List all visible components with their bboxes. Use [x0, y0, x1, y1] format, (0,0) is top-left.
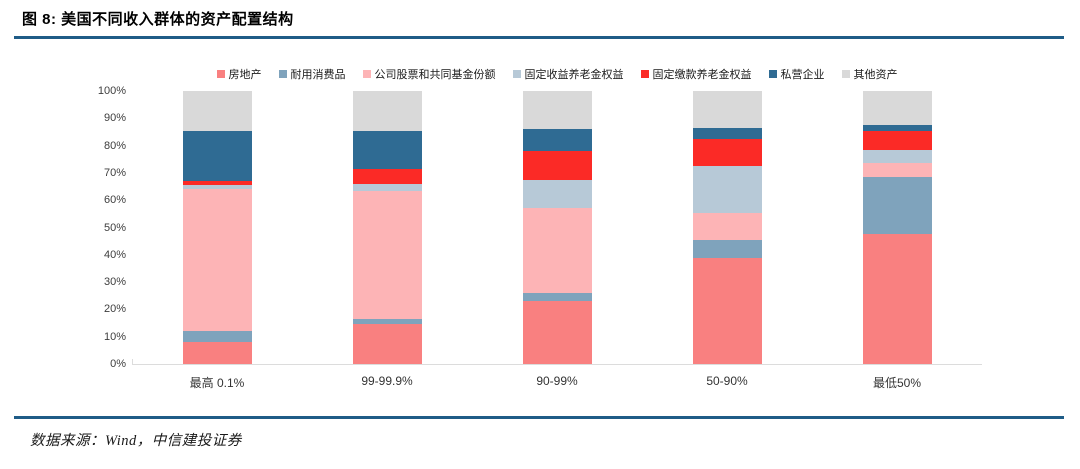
- stacked-bar: [692, 91, 762, 364]
- bar-segment: [352, 91, 422, 131]
- y-tick-label: 0%: [110, 358, 126, 370]
- legend-label: 耐用消费品: [290, 69, 346, 81]
- bar-segment: [182, 331, 252, 343]
- legend-label: 公司股票和共同基金份额: [374, 69, 496, 81]
- bar-segment: [692, 91, 762, 128]
- bar-segment: [692, 166, 762, 213]
- x-axis-line: [132, 364, 982, 365]
- bar-segment: [862, 91, 932, 126]
- stacked-bar-chart: 房地产 耐用消费品 公司股票和共同基金份额 固定收益养老金权益 固定缴款养老金权益 私营企…: [0, 46, 1080, 408]
- bar-segment: [692, 239, 762, 258]
- bar-segment: [522, 293, 592, 302]
- legend-swatch-icon: [640, 70, 649, 78]
- figure-title: 图 8: 美国不同收入群体的资产配置结构: [22, 11, 294, 28]
- bar-segment: [522, 91, 592, 130]
- bar-segment: [692, 257, 762, 364]
- y-tick-label: 20%: [103, 303, 126, 316]
- bar-segment: [522, 179, 592, 209]
- bar-segment: [692, 127, 762, 139]
- y-tick-label: 90%: [103, 112, 126, 125]
- bar-segment: [862, 234, 932, 364]
- legend-swatch-icon: [768, 70, 777, 78]
- bar-segment: [522, 129, 592, 152]
- bar-segment: [352, 130, 422, 169]
- bar-segment: [182, 91, 252, 131]
- stacked-bar: [522, 91, 592, 364]
- y-tick-label: 10%: [103, 330, 126, 343]
- bar-segment: [692, 212, 762, 240]
- legend-item: 私营企业: [768, 66, 825, 82]
- legend-item: 固定收益养老金权益: [512, 66, 624, 82]
- legend-label: 固定收益养老金权益: [524, 69, 624, 81]
- y-tick-label: 40%: [103, 248, 126, 261]
- bar-segment: [522, 208, 592, 294]
- bar-segment: [182, 185, 252, 190]
- x-category-label: 50-90%: [706, 374, 748, 388]
- plot-area: [132, 91, 982, 364]
- legend-swatch-icon: [841, 70, 850, 78]
- bar-segment: [522, 151, 592, 180]
- x-category-label: 最高 0.1%: [189, 376, 245, 390]
- y-axis-stub: [132, 359, 133, 365]
- stacked-bar: [182, 91, 252, 364]
- bar-segment: [182, 342, 252, 364]
- x-category-label: 90-99%: [536, 374, 578, 388]
- footer-divider-line: [14, 416, 1064, 419]
- bar-segment: [352, 318, 422, 325]
- stacked-bar: [352, 91, 422, 364]
- bar-segment: [352, 183, 422, 191]
- bar-segment: [182, 189, 252, 332]
- bar-segment: [862, 125, 932, 131]
- bar-segment: [862, 130, 932, 150]
- bar-segment: [352, 324, 422, 364]
- legend-swatch-icon: [512, 70, 521, 78]
- legend-swatch-icon: [362, 70, 371, 78]
- legend-label: 固定缴款养老金权益: [652, 69, 752, 81]
- x-category-label: 99-99.9%: [361, 374, 413, 388]
- y-tick-label: 60%: [103, 194, 126, 207]
- bar-segment: [862, 149, 932, 164]
- legend-swatch-icon: [216, 70, 225, 78]
- legend-label: 房地产: [228, 69, 262, 81]
- y-tick-label: 30%: [103, 276, 126, 289]
- data-source-note: 数据来源：Wind，中信建投证券: [30, 433, 242, 449]
- legend-item: 房地产: [216, 66, 262, 82]
- bar-segment: [692, 138, 762, 167]
- legend-label: 私营企业: [780, 69, 825, 81]
- bar-segment: [182, 130, 252, 182]
- legend-item: 耐用消费品: [278, 66, 346, 82]
- y-tick-label: 80%: [103, 139, 126, 152]
- legend-label: 其他资产: [853, 69, 898, 81]
- bar-segment: [522, 301, 592, 364]
- legend-item: 公司股票和共同基金份额: [362, 66, 496, 82]
- y-tick-label: 100%: [97, 85, 126, 97]
- y-tick-label: 50%: [103, 221, 126, 234]
- chart-legend: 房地产 耐用消费品 公司股票和共同基金份额 固定收益养老金权益 固定缴款养老金权益 私营企…: [132, 66, 982, 82]
- bar-segment: [862, 177, 932, 235]
- title-divider-line: [14, 36, 1064, 39]
- legend-item: 其他资产: [841, 66, 898, 82]
- legend-item: 固定缴款养老金权益: [640, 66, 752, 82]
- bar-segment: [182, 181, 252, 186]
- stacked-bar: [862, 91, 932, 364]
- bar-segment: [352, 190, 422, 319]
- x-category-label: 最低50%: [872, 376, 922, 390]
- y-tick-label: 70%: [103, 166, 126, 179]
- legend-swatch-icon: [278, 70, 287, 78]
- bar-segment: [352, 168, 422, 184]
- bar-segment: [862, 163, 932, 177]
